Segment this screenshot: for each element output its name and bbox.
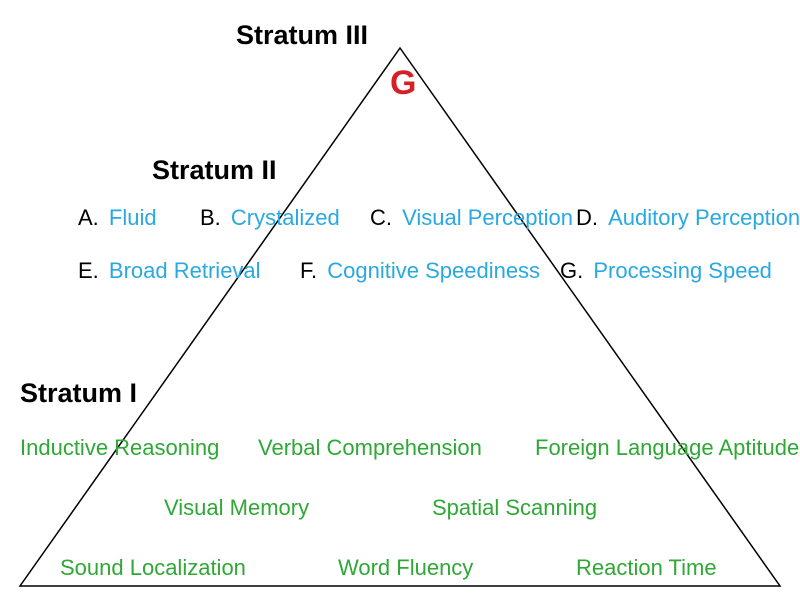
s2-item-f: F. Cognitive Speediness <box>300 260 540 282</box>
s1-term: Verbal Comprehension <box>258 435 482 460</box>
s2-item-c: C. Visual Perception <box>370 207 573 229</box>
stratum3-heading: Stratum III <box>236 22 368 49</box>
s1-term: Visual Memory <box>164 495 309 520</box>
s1-term: Foreign Language Aptitude <box>535 435 799 460</box>
s2-item-b: B. Crystalized <box>200 207 340 229</box>
s2-term: Visual Perception <box>402 205 573 230</box>
s2-prefix: E. <box>78 258 99 283</box>
s1-inductive-reasoning: Inductive Reasoning <box>20 437 219 459</box>
s2-prefix: G. <box>560 258 583 283</box>
s1-word-fluency: Word Fluency <box>338 557 473 579</box>
stratum2-heading-text: Stratum II <box>152 155 277 185</box>
s2-prefix: B. <box>200 205 221 230</box>
s1-term: Spatial Scanning <box>432 495 597 520</box>
g-label: G <box>390 66 416 100</box>
s1-foreign-language-aptitude: Foreign Language Aptitude <box>535 437 799 459</box>
s1-term: Sound Localization <box>60 555 246 580</box>
s2-item-a: A. Fluid <box>78 207 157 229</box>
s1-term: Reaction Time <box>576 555 717 580</box>
s1-term: Inductive Reasoning <box>20 435 219 460</box>
s1-spatial-scanning: Spatial Scanning <box>432 497 597 519</box>
s1-verbal-comprehension: Verbal Comprehension <box>258 437 482 459</box>
s2-item-d: D. Auditory Perception <box>576 207 800 229</box>
s2-term: Broad Retrieval <box>109 258 261 283</box>
s2-term: Processing Speed <box>593 258 772 283</box>
s1-term: Word Fluency <box>338 555 473 580</box>
s2-prefix: F. <box>300 258 317 283</box>
s2-prefix: D. <box>576 205 598 230</box>
s1-visual-memory: Visual Memory <box>164 497 309 519</box>
stratum3-heading-text: Stratum III <box>236 20 368 50</box>
s2-prefix: A. <box>78 205 99 230</box>
stratum1-heading-text: Stratum I <box>20 378 137 408</box>
s2-item-g: G. Processing Speed <box>560 260 772 282</box>
s1-sound-localization: Sound Localization <box>60 557 246 579</box>
s2-term: Auditory Perception <box>608 205 800 230</box>
s1-reaction-time: Reaction Time <box>576 557 717 579</box>
g-label-text: G <box>390 64 416 102</box>
s2-item-e: E. Broad Retrieval <box>78 260 261 282</box>
stratum2-heading: Stratum II <box>152 157 277 184</box>
s2-term: Cognitive Speediness <box>327 258 540 283</box>
s2-term: Crystalized <box>231 205 340 230</box>
stratum1-heading: Stratum I <box>20 380 137 407</box>
diagram-stage: Stratum III G Stratum II A. Fluid B. Cry… <box>0 0 800 603</box>
s2-term: Fluid <box>109 205 157 230</box>
s2-prefix: C. <box>370 205 392 230</box>
